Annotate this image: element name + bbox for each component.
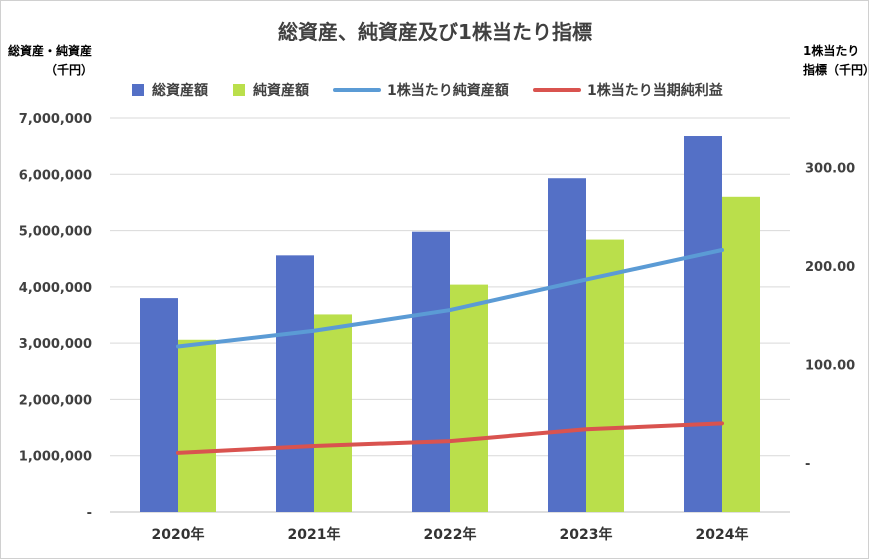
left-axis-title-line2: （千円） <box>45 62 93 77</box>
left-tick-label: 7,000,000 <box>19 112 92 127</box>
legend-label: 純資産額 <box>253 82 309 99</box>
left-axis-title-line1: 総資産・純資産 <box>8 43 92 58</box>
right-tick-label: 100.00 <box>805 358 855 373</box>
bars <box>140 136 760 513</box>
bar <box>586 239 624 512</box>
gridlines <box>110 117 790 513</box>
series-line <box>176 421 724 455</box>
bar <box>412 231 450 512</box>
category-axis: 2020年 2021年 2022年 2023年 2024年 <box>152 526 749 543</box>
right-axis-ticks: - 100.00 200.00 300.00 <box>805 161 855 472</box>
category-label: 2022年 <box>424 526 477 543</box>
right-tick-label: - <box>805 457 810 472</box>
series-line <box>176 247 724 349</box>
left-tick-label: 5,000,000 <box>19 225 92 240</box>
legend-swatch <box>132 84 144 96</box>
left-tick-label: 2,000,000 <box>19 393 92 408</box>
left-tick-label: 6,000,000 <box>19 168 92 183</box>
bar <box>722 196 760 513</box>
bar <box>276 255 314 512</box>
left-axis-ticks: - 1,000,000 2,000,000 3,000,000 4,000,000 5,0… <box>19 112 92 521</box>
legend-label: 総資産額 <box>152 82 208 99</box>
right-tick-label: 300.00 <box>805 161 855 176</box>
bar <box>140 298 178 512</box>
legend-label: 1株当たり純資産額 <box>387 82 509 99</box>
legend-swatch <box>233 84 245 96</box>
bar <box>548 178 586 512</box>
right-tick-label: 200.00 <box>805 260 855 275</box>
category-label: 2020年 <box>152 526 205 543</box>
legend-label: 1株当たり当期純利益 <box>587 82 723 99</box>
legend: 総資産額 純資産額 1株当たり純資産額 1株当たり当期純利益 <box>132 82 723 99</box>
right-axis-title-line2: 指標（千円） <box>803 62 870 77</box>
bar <box>314 314 352 512</box>
bar <box>178 339 216 512</box>
left-tick-label: 4,000,000 <box>19 281 92 296</box>
chart-title: 総資産、純資産及び1株当たり指標 <box>278 20 592 44</box>
category-label: 2023年 <box>560 526 613 543</box>
category-label: 2021年 <box>288 526 341 543</box>
right-axis-title-line1: 1株当たり <box>803 43 859 58</box>
lines <box>176 247 724 455</box>
left-tick-label: - <box>87 506 92 521</box>
bar <box>450 284 488 512</box>
category-label: 2024年 <box>696 526 749 543</box>
left-tick-label: 3,000,000 <box>19 337 92 352</box>
bar <box>684 136 722 513</box>
left-tick-label: 1,000,000 <box>19 450 92 465</box>
